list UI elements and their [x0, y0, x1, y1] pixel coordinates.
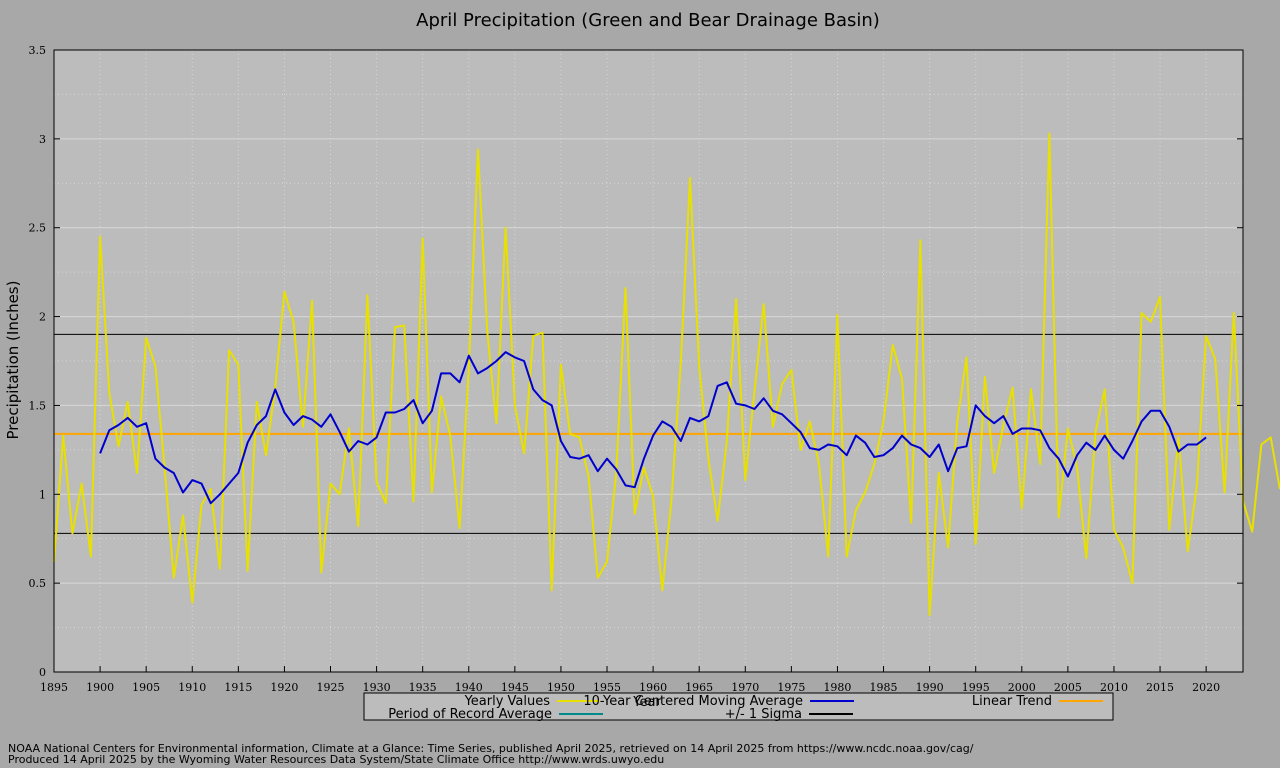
y-tick-label: 3	[39, 133, 46, 146]
y-tick-label: 3.5	[29, 44, 47, 57]
x-tick-label: 1935	[409, 681, 437, 694]
x-tick-label: 1990	[916, 681, 944, 694]
x-tick-label: 2010	[1100, 681, 1128, 694]
legend-linear-trend-label: Linear Trend	[972, 694, 1052, 709]
x-tick-label: 2020	[1192, 681, 1220, 694]
x-tick-label: 1955	[593, 681, 621, 694]
x-tick-label: 1895	[40, 681, 68, 694]
chart-title: April Precipitation (Green and Bear Drai…	[416, 10, 880, 31]
x-tick-label: 2000	[1008, 681, 1036, 694]
x-tick-label: 1905	[132, 681, 160, 694]
x-tick-label: 1910	[178, 681, 206, 694]
x-tick-label: 1915	[224, 681, 252, 694]
x-tick-label: 1940	[455, 681, 483, 694]
x-tick-label: 1920	[270, 681, 298, 694]
x-tick-label: 1965	[685, 681, 713, 694]
legend-yearly-values-label: Yearly Values	[464, 694, 551, 709]
legend-moving-average-label: 10-Year Centered Moving Average	[583, 694, 803, 709]
x-tick-label: 1925	[317, 681, 345, 694]
series-layer	[53, 132, 1280, 617]
x-tick-label: 1970	[731, 681, 759, 694]
x-tick-label: 1975	[777, 681, 805, 694]
x-tick-label: 1930	[363, 681, 391, 694]
plot-area	[54, 50, 1243, 672]
y-tick-label: 1	[39, 488, 46, 501]
moving-average-line	[99, 351, 1207, 505]
x-tick-label: 2015	[1146, 681, 1174, 694]
y-axis-label: Precipitation (Inches)	[4, 281, 22, 440]
y-tick-label: 0.5	[29, 577, 47, 590]
x-tick-label: 1980	[823, 681, 851, 694]
y-tick-label: 2	[39, 311, 46, 324]
x-tick-label: 2005	[1054, 681, 1082, 694]
x-tick-label: 1995	[962, 681, 990, 694]
legend-box	[363, 692, 1114, 721]
legend-period-average-label: Period of Record Average	[388, 707, 552, 722]
axis-ticks: 0 0.5 1 1.5 2 2.5 3 3.5 1895 1900 1905 1910 1915 1920…	[29, 44, 1243, 694]
legend: Yearly Values 10-Year Centered Moving Ave…	[363, 692, 1114, 722]
x-tick-label: 1900	[86, 681, 114, 694]
x-tick-label: 1960	[639, 681, 667, 694]
legend-sigma-label: +/- 1 Sigma	[725, 707, 802, 722]
y-tick-label: 0	[39, 666, 46, 679]
x-axis-label: Year	[632, 695, 661, 710]
x-tick-label: 1945	[501, 681, 529, 694]
y-tick-label: 2.5	[29, 222, 47, 235]
y-tick-label: 1.5	[29, 399, 47, 412]
x-tick-label: 1985	[870, 681, 898, 694]
footer-line-1: NOAA National Centers for Environmental …	[8, 742, 974, 755]
footer-line-2: Produced 14 April 2025 by the Wyoming Wa…	[8, 753, 664, 766]
plot-border	[53, 49, 1244, 673]
x-tick-label: 1950	[547, 681, 575, 694]
